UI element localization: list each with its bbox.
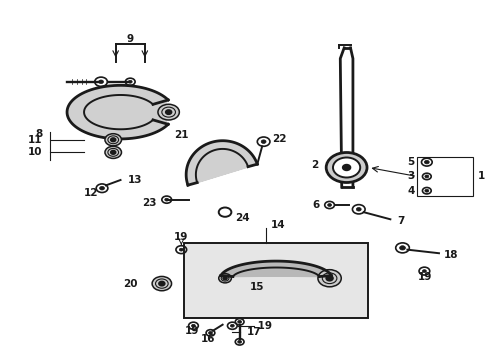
Text: 9: 9 <box>126 34 134 44</box>
Polygon shape <box>186 141 257 185</box>
Polygon shape <box>221 261 331 276</box>
Text: 20: 20 <box>123 279 137 289</box>
Circle shape <box>105 146 121 158</box>
Circle shape <box>356 207 361 211</box>
Circle shape <box>399 246 405 250</box>
Text: 2: 2 <box>310 159 318 170</box>
Circle shape <box>317 270 341 287</box>
Circle shape <box>218 274 231 283</box>
Circle shape <box>261 140 265 143</box>
Circle shape <box>237 320 241 323</box>
Text: 10: 10 <box>28 147 42 157</box>
Text: 6: 6 <box>312 200 319 210</box>
Text: 11: 11 <box>28 135 42 145</box>
Circle shape <box>191 324 195 327</box>
Circle shape <box>223 277 226 280</box>
Circle shape <box>325 153 366 183</box>
Circle shape <box>128 80 132 83</box>
Text: 14: 14 <box>271 220 285 230</box>
Circle shape <box>424 189 428 192</box>
Text: 24: 24 <box>234 212 249 222</box>
Circle shape <box>422 270 426 273</box>
Circle shape <box>332 157 360 177</box>
Bar <box>416 157 472 196</box>
Text: 15: 15 <box>249 282 264 292</box>
Circle shape <box>237 341 241 343</box>
Text: 5: 5 <box>407 157 414 167</box>
Text: 16: 16 <box>201 334 215 343</box>
Bar <box>183 243 368 318</box>
Circle shape <box>105 134 121 146</box>
Circle shape <box>111 138 116 141</box>
Circle shape <box>100 186 104 190</box>
Circle shape <box>152 276 171 291</box>
Text: 8: 8 <box>36 129 42 139</box>
Circle shape <box>159 282 164 286</box>
Circle shape <box>99 80 103 84</box>
Polygon shape <box>67 85 168 139</box>
Text: 18: 18 <box>443 250 457 260</box>
Text: 19: 19 <box>254 321 272 331</box>
Circle shape <box>208 332 212 334</box>
Text: 7: 7 <box>397 216 404 226</box>
Circle shape <box>424 175 428 178</box>
Circle shape <box>325 276 332 281</box>
Circle shape <box>164 198 168 201</box>
Text: 19: 19 <box>174 232 188 242</box>
Text: 17: 17 <box>246 327 261 337</box>
Text: 22: 22 <box>271 134 286 144</box>
Circle shape <box>111 150 116 154</box>
Circle shape <box>230 324 234 327</box>
Circle shape <box>327 203 331 206</box>
Circle shape <box>158 104 179 120</box>
Circle shape <box>342 165 350 170</box>
Text: 3: 3 <box>407 171 414 181</box>
Text: 4: 4 <box>407 186 414 196</box>
Circle shape <box>424 160 428 164</box>
Text: 19: 19 <box>185 327 199 337</box>
Text: 13: 13 <box>127 175 142 185</box>
Text: 19: 19 <box>417 272 432 282</box>
Text: 12: 12 <box>84 188 99 198</box>
Circle shape <box>179 248 183 251</box>
Circle shape <box>165 110 171 114</box>
Text: 21: 21 <box>174 130 188 140</box>
Text: 23: 23 <box>142 198 157 208</box>
Text: 1: 1 <box>477 171 484 181</box>
